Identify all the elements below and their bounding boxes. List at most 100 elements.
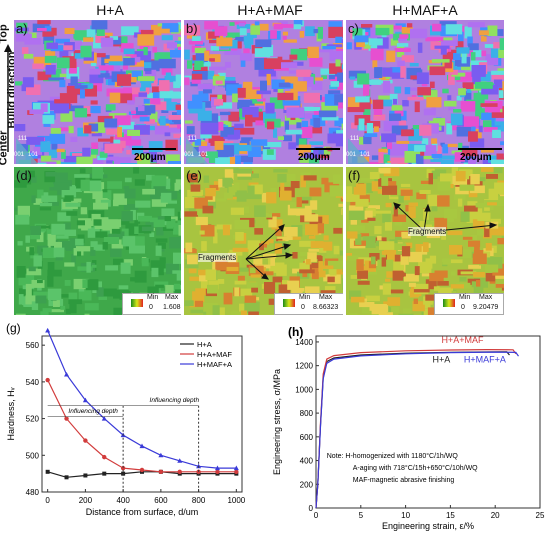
grain: [165, 121, 180, 130]
grain: [22, 77, 34, 88]
grain: [200, 225, 215, 237]
grain: [209, 58, 215, 62]
grain: [66, 85, 81, 95]
grain: [50, 128, 61, 136]
grain: [295, 229, 311, 235]
grain: [200, 279, 208, 291]
grain: [473, 49, 482, 58]
ipf-grains: [346, 20, 504, 164]
grain: [59, 93, 78, 104]
grain: [350, 217, 357, 225]
grain: [126, 150, 131, 155]
grain: [46, 42, 58, 49]
grain: [184, 49, 190, 60]
grain: [460, 156, 475, 163]
grain: [210, 45, 219, 51]
grain: [270, 188, 277, 194]
grain: [124, 139, 142, 146]
grain: [493, 79, 503, 88]
grain: [60, 305, 66, 310]
grain: [162, 23, 178, 29]
grain: [489, 196, 504, 207]
grain: [305, 26, 315, 37]
grain: [127, 129, 140, 136]
grain: [278, 82, 291, 88]
grain: [246, 192, 262, 200]
grain: [371, 181, 379, 192]
grain: [373, 177, 380, 182]
ipf-triangle-101: 101: [198, 152, 209, 158]
grain: [423, 108, 436, 116]
grain: [378, 312, 393, 315]
grain: [497, 238, 504, 245]
grain: [394, 86, 402, 94]
grain: [398, 38, 407, 42]
grain: [427, 307, 435, 315]
grain: [270, 254, 275, 266]
grain: [169, 237, 181, 249]
grain: [384, 247, 397, 256]
grain: [269, 97, 284, 109]
data-point: [158, 452, 164, 458]
grain: [175, 74, 181, 86]
grain: [474, 246, 480, 251]
grain: [487, 25, 498, 36]
data-point: [177, 469, 182, 475]
data-point: [177, 458, 183, 463]
grain: [236, 190, 247, 202]
grain: [222, 224, 230, 236]
grain: [32, 63, 45, 69]
grain: [264, 142, 282, 148]
grain: [315, 48, 334, 53]
kam-map-d: (d) Min Max 0 1.608: [14, 167, 181, 315]
grain: [120, 163, 132, 164]
grain: [449, 69, 458, 75]
grain: [29, 32, 37, 40]
grain: [50, 309, 64, 313]
grain: [299, 157, 309, 163]
grain: [462, 148, 478, 156]
grain: [114, 124, 131, 137]
kam-legend-max: 8.66323: [313, 304, 339, 311]
grain: [498, 90, 504, 99]
grain: [303, 76, 314, 88]
column-title-hmaf-a: H+MAF+A: [392, 2, 458, 18]
grain: [448, 73, 455, 85]
grain: [491, 159, 504, 164]
grain: [468, 240, 481, 247]
grain: [282, 96, 301, 106]
grain: [431, 204, 438, 212]
grain: [91, 264, 97, 268]
grain: [473, 250, 490, 254]
grain: [122, 236, 136, 247]
grain: [470, 234, 478, 240]
grain: [254, 48, 271, 57]
y-tick-label: 540: [26, 378, 40, 387]
kam-legend-min: 0: [149, 304, 153, 311]
data-point: [64, 416, 69, 421]
grain: [96, 53, 106, 58]
grain: [412, 301, 425, 312]
grain: [184, 75, 198, 80]
grain: [481, 85, 499, 95]
grain: [391, 125, 408, 135]
grain: [56, 57, 70, 69]
grain: [39, 202, 53, 206]
grain: [123, 87, 141, 97]
ipf-triangle-001: 001: [346, 152, 357, 158]
hardness-chart: (g) 0 200 400 600 800 1000 480 500 520 540 560 Dist…: [6, 321, 246, 517]
grain: [217, 279, 225, 284]
grain: [437, 181, 451, 191]
grain: [392, 120, 407, 128]
panel-label: (g): [6, 321, 21, 335]
grain: [160, 192, 172, 203]
grain: [40, 311, 49, 315]
grain: [350, 296, 365, 303]
grain: [138, 105, 145, 112]
grain: [472, 219, 485, 229]
grain: [69, 302, 77, 314]
grain: [301, 127, 313, 139]
grain: [141, 226, 154, 232]
grain: [113, 289, 129, 299]
grain: [481, 112, 499, 120]
